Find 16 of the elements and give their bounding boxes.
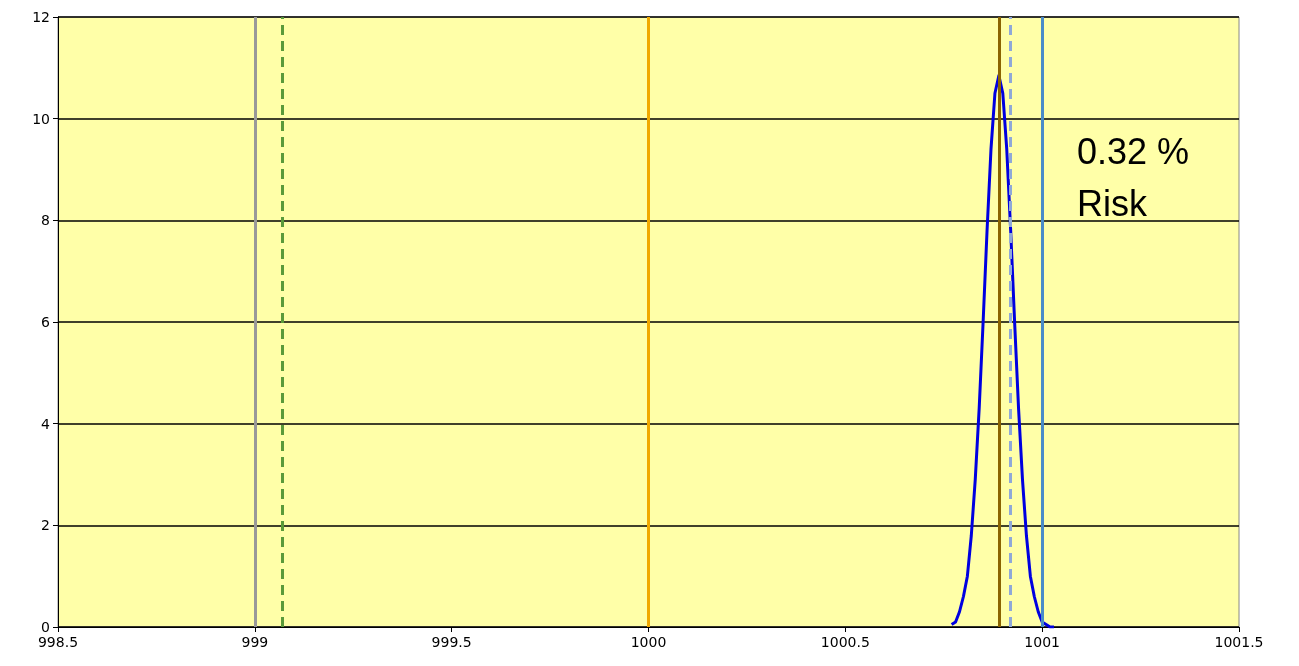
x-tick-label: 999.5: [431, 634, 472, 650]
x-tick-label: 998.5: [37, 634, 79, 650]
y-tick-label: 6: [41, 314, 51, 330]
x-tick-label: 1001.5: [1214, 634, 1264, 650]
y-tick-label: 12: [32, 9, 50, 25]
x-tick-label: 1001: [1024, 634, 1060, 650]
line-series: [950, 73, 1056, 629]
y-tick-label: 2: [41, 517, 50, 534]
y-tick-label: 4: [41, 415, 51, 432]
y-tick-label: 0: [41, 619, 50, 635]
x-tick-label: 999: [241, 634, 269, 650]
x-tick-label: 1000: [630, 634, 667, 650]
x-tick-label: 1000.5: [820, 634, 870, 650]
y-tick-label: 10: [32, 110, 50, 127]
annotation: 0.32 % Risk: [1077, 130, 1190, 224]
y-tick-label: 8: [41, 212, 50, 229]
